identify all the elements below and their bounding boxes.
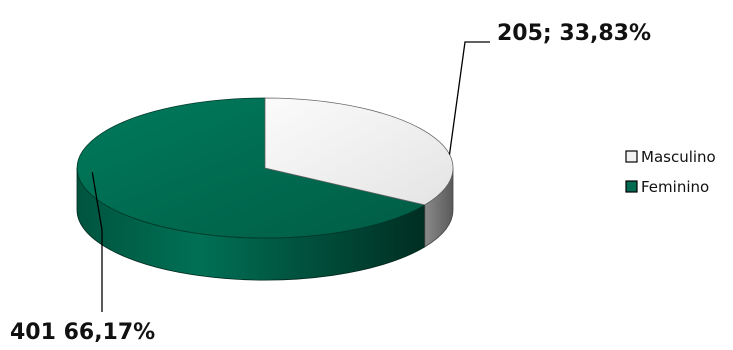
pie-slice-masculino	[264, 97, 454, 206]
leader-line-feminino	[91, 172, 103, 312]
legend-label-masculino: Masculino	[641, 148, 716, 166]
legend: Masculino Feminino	[625, 148, 716, 196]
legend-swatch-masculino	[625, 150, 638, 163]
data-label-masculino: 205; 33,83%	[497, 21, 651, 46]
leader-line-masculino	[448, 41, 490, 155]
legend-swatch-feminino	[625, 180, 638, 193]
legend-label-feminino: Feminino	[641, 178, 709, 196]
data-label-feminino: 401 66,17%	[10, 320, 155, 345]
pie-slice-feminino	[76, 97, 426, 239]
